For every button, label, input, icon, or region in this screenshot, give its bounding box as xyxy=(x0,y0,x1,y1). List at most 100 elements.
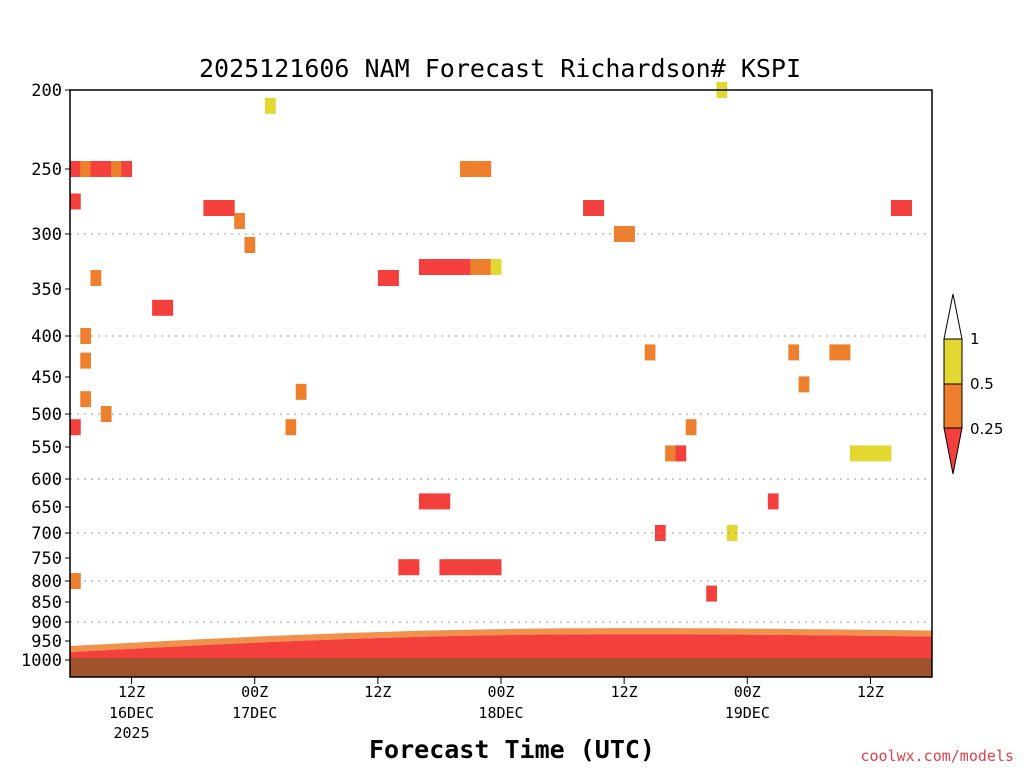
x-tick-hour: 12Z xyxy=(118,683,145,701)
heatmap-cell xyxy=(726,525,738,541)
heatmap-cell xyxy=(100,161,112,177)
y-tick-label: 600 xyxy=(31,470,62,490)
heatmap-cell xyxy=(388,270,399,286)
heatmap-cell xyxy=(295,383,307,400)
y-tick-label: 350 xyxy=(31,280,62,300)
y-tick-label: 900 xyxy=(31,613,62,633)
heatmap-cell xyxy=(706,585,717,602)
heatmap-cell xyxy=(480,259,492,275)
heatmap-cell xyxy=(418,259,430,275)
y-tick-label: 650 xyxy=(31,498,62,518)
y-tick-label: 400 xyxy=(31,327,62,347)
heatmap-cell xyxy=(890,200,902,216)
y-tick-label: 300 xyxy=(31,225,62,245)
heatmap-cell xyxy=(90,270,102,286)
heatmap-cell xyxy=(767,493,779,510)
heatmap-cell xyxy=(665,445,676,462)
legend-label-0-5: 0.5 xyxy=(970,375,994,393)
x-axis: 12Z 16DEC 2025 00Z 17DEC 12Z 00Z 18DEC 12Z 00Z 19D… xyxy=(109,677,884,742)
x-tick-hour: 12Z xyxy=(611,683,638,701)
heatmap-cell xyxy=(654,525,666,541)
colorbar-yellow xyxy=(943,338,963,385)
x-tick-hour: 00Z xyxy=(734,683,761,701)
heatmap-cell xyxy=(152,299,163,316)
x-tick-hour: 00Z xyxy=(487,683,514,701)
heatmap-cell xyxy=(70,161,81,177)
heatmap-cell xyxy=(162,299,174,316)
heatmap-cell xyxy=(70,573,81,589)
heatmap-cell xyxy=(70,419,81,436)
x-tick-date: 18DEC xyxy=(478,704,523,722)
x-tick-hour: 12Z xyxy=(857,683,884,701)
heatmap-cell xyxy=(901,200,912,216)
heatmap-cell xyxy=(264,97,276,114)
y-tick-label: 550 xyxy=(31,438,62,458)
unstable-fringe xyxy=(70,628,932,652)
heatmap-cell xyxy=(429,493,440,510)
heatmap-cell xyxy=(685,419,697,436)
heatmap-cell xyxy=(80,352,92,369)
heatmap-cell xyxy=(490,559,502,576)
colorbar-orange xyxy=(943,383,963,429)
x-axis-label: Forecast Time (UTC) xyxy=(369,735,655,764)
heatmap-cell xyxy=(870,445,882,462)
heatmap-cell xyxy=(644,344,656,361)
y-axis: 200 250 300 350 400 450 500 550 600 650 700 750 8008… xyxy=(21,81,70,671)
heatmap-cell xyxy=(439,559,451,576)
heatmap-cell xyxy=(490,259,502,275)
x-tick-date: 19DEC xyxy=(725,704,770,722)
y-tick-label: 700 xyxy=(31,524,62,544)
y-tick-label: 950 xyxy=(31,632,62,652)
heatmap-cell xyxy=(244,237,256,253)
heatmap-cell xyxy=(213,200,225,216)
heatmap-cell xyxy=(860,445,871,462)
surface-layer xyxy=(70,658,932,677)
heatmap-cell xyxy=(80,391,92,408)
y-tick-label: 450 xyxy=(31,368,62,388)
heatmap-cell xyxy=(398,559,410,576)
heatmap-cell xyxy=(449,259,461,275)
heatmap-cell xyxy=(839,344,851,361)
heatmap-cell xyxy=(675,445,687,462)
colorbar-top-arrow xyxy=(943,293,963,340)
y-tick-label: 200 xyxy=(31,81,62,101)
heatmap-cell xyxy=(880,445,892,462)
heatmap-cell xyxy=(829,344,841,361)
credit-text: coolwx.com/models xyxy=(860,747,1014,765)
heatmap-cell xyxy=(80,161,92,177)
heatmap-cell xyxy=(439,493,451,510)
x-tick-date: 17DEC xyxy=(232,704,277,722)
y-tick-label: 500 xyxy=(31,405,62,425)
heatmap-cell xyxy=(90,161,102,177)
heatmap-cell xyxy=(418,493,430,510)
heatmap-cell xyxy=(470,259,481,275)
heatmap-cell xyxy=(459,161,471,177)
chart-title: 2025121606 NAM Forecast Richardson# KSPI xyxy=(199,54,801,83)
heatmap-cell xyxy=(459,259,471,275)
heatmap-cell xyxy=(459,559,471,576)
plot-background xyxy=(70,90,932,677)
colorbar-bottom-arrow xyxy=(943,427,963,475)
heatmap-cell xyxy=(449,559,461,576)
y-tick-label: 750 xyxy=(31,549,62,569)
heatmap-cell xyxy=(223,200,235,216)
heatmap-cell xyxy=(593,200,605,216)
y-tick-label: 850 xyxy=(31,593,62,613)
x-tick-hour: 00Z xyxy=(241,683,268,701)
heatmap-cell xyxy=(613,226,625,242)
heatmap-cell xyxy=(377,270,389,286)
heatmap-cell xyxy=(285,419,297,436)
x-tick-year: 2025 xyxy=(114,724,150,742)
heatmap-cell xyxy=(111,161,122,177)
x-tick-date: 16DEC xyxy=(109,704,154,722)
heatmap-cell xyxy=(788,344,800,361)
heatmap-cell xyxy=(583,200,594,216)
heatmap-cell xyxy=(470,559,481,576)
heatmap-cell xyxy=(439,259,451,275)
heatmap-cell xyxy=(203,200,215,216)
y-tick-label: 800 xyxy=(31,572,62,592)
legend-label-1: 1 xyxy=(970,330,980,348)
colorbar-legend: 1 0.5 0.25 xyxy=(943,293,1003,475)
heatmap-cell xyxy=(408,559,420,576)
